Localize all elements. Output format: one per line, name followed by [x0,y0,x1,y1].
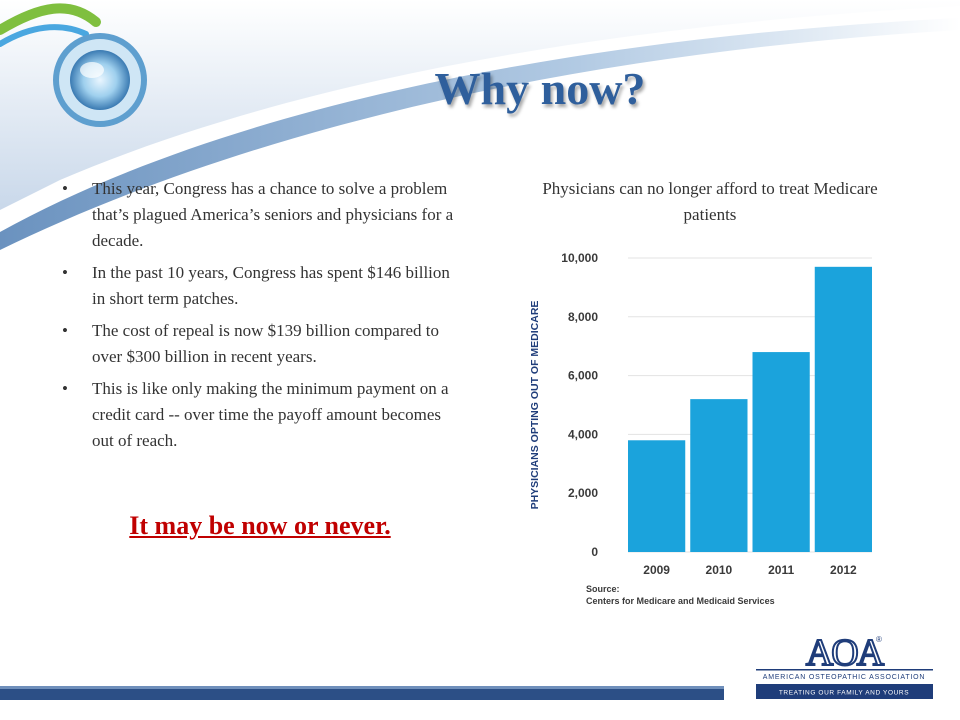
logo-registered: ® [876,635,882,644]
bullet-list: • This year, Congress has a chance to sol… [62,176,462,460]
bullet-text: This is like only making the minimum pay… [92,379,449,450]
bullet-item: • The cost of repeal is now $139 billion … [62,318,462,370]
bullet-item: • This is like only making the minimum pa… [62,376,462,454]
aoa-logo: AOA ® AMERICAN OSTEOPATHIC ASSOCIATION T… [752,631,937,699]
bullet-text: This year, Congress has a chance to solv… [92,179,454,250]
bullet-dot: • [62,179,68,198]
bar-2012 [814,266,872,552]
stethoscope-icon [0,3,147,127]
bullet-item: • This year, Congress has a chance to sol… [62,176,462,254]
bullet-item: • In the past 10 years, Congress has spen… [62,260,462,312]
source-label: Source: [586,584,620,594]
source-text: Centers for Medicare and Medicaid Servic… [586,596,775,606]
bar-2009 [628,440,686,552]
bullet-text: In the past 10 years, Congress has spent… [92,263,450,308]
y-tick-label: 8,000 [568,310,598,324]
x-tick-label: 2011 [768,563,794,577]
logo-line1: AMERICAN OSTEOPATHIC ASSOCIATION [763,674,926,681]
y-tick-label: 2,000 [568,486,598,500]
logo-line2: TREATING OUR FAMILY AND YOURS [779,690,909,697]
chart-heading: Physicians can no longer afford to treat… [542,179,878,224]
bullet-dot: • [62,321,68,340]
logo-letters: AOA [806,632,885,674]
bar-chart: 0 2,000 4,000 6,000 8,000 10,000 PHYSICIANS OP… [529,251,872,606]
bullet-dot: • [62,263,68,282]
x-tick-label: 2010 [706,563,733,577]
bar-2011 [752,352,810,552]
callout-text: It may be now or never. [129,511,391,540]
bullet-dot: • [62,379,68,398]
y-tick-label: 4,000 [568,427,598,441]
y-tick-label: 10,000 [561,251,598,265]
y-tick-label: 0 [591,545,598,559]
bullet-text: The cost of repeal is now $139 billion c… [92,321,439,366]
y-tick-label: 6,000 [568,369,598,383]
y-axis-label: PHYSICIANS OPTING OUT OF MEDICARE [529,301,541,510]
x-tick-label: 2012 [830,563,857,577]
x-tick-label: 2009 [643,563,670,577]
bar-2010 [690,399,748,552]
slide-title: Why now? [434,63,646,114]
